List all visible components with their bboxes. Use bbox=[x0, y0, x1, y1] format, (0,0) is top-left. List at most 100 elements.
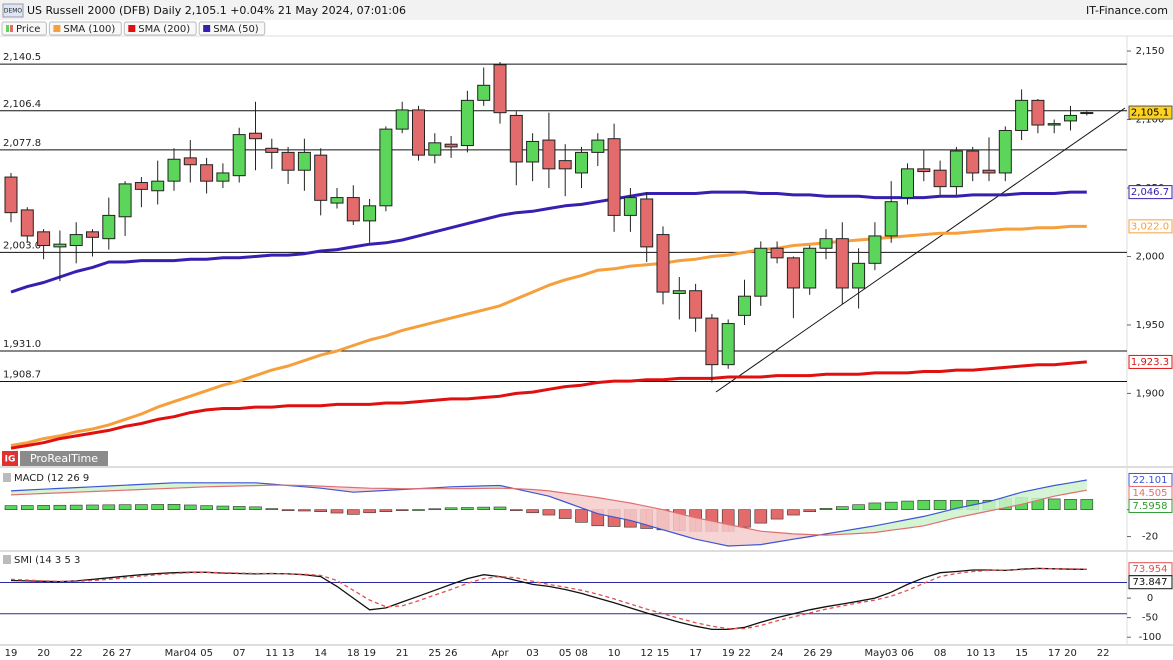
x-tick-label: 15 bbox=[657, 648, 670, 659]
macd-fill bbox=[190, 482, 207, 488]
x-tick-label: 26 bbox=[102, 648, 115, 659]
logo-name-box bbox=[20, 451, 108, 466]
candle-body bbox=[249, 132, 262, 140]
value-tag-box bbox=[1128, 354, 1173, 369]
value-tag: 7.5958 bbox=[1133, 501, 1168, 512]
x-tick-label: 06 bbox=[901, 648, 914, 659]
macd-fill bbox=[679, 513, 696, 540]
candle-body bbox=[591, 139, 605, 153]
value-tag: 2,105.1 bbox=[1131, 108, 1169, 119]
badge: DEMO bbox=[4, 8, 23, 15]
histogram-bar bbox=[509, 509, 523, 511]
y-tick-label: -100 bbox=[1139, 632, 1162, 643]
macd-fill bbox=[548, 490, 566, 503]
candle-body bbox=[183, 157, 197, 166]
candle-body bbox=[20, 209, 34, 237]
candle-body bbox=[819, 238, 833, 249]
smi-line bbox=[10, 567, 1087, 631]
x-tick-label: 22 bbox=[1097, 648, 1110, 659]
candle-body bbox=[542, 139, 556, 170]
candle-body bbox=[575, 151, 588, 174]
value-tag: 22.101 bbox=[1133, 475, 1168, 486]
legend-label: SMA (100) bbox=[63, 24, 115, 35]
macd-fill bbox=[793, 533, 810, 540]
histogram-bar bbox=[461, 507, 474, 510]
macd-fill bbox=[532, 489, 549, 497]
candle-body bbox=[265, 147, 279, 153]
logo-name: ProRealTime bbox=[30, 452, 98, 465]
legend-swatch bbox=[53, 25, 61, 32]
value-tag-box bbox=[1128, 105, 1173, 120]
histogram-bar bbox=[37, 505, 50, 510]
legend-box bbox=[48, 21, 122, 36]
x-tick-label: 08 bbox=[934, 648, 947, 659]
legend-label: Price bbox=[16, 24, 40, 35]
histogram-bar bbox=[787, 509, 800, 516]
macd-fill bbox=[1054, 482, 1071, 497]
legend-swatch bbox=[203, 25, 211, 32]
histogram-bar bbox=[281, 509, 295, 511]
candle-body bbox=[640, 198, 654, 248]
candle-body bbox=[917, 168, 931, 173]
panel-icon bbox=[3, 555, 11, 564]
candle-body bbox=[216, 172, 230, 182]
x-tick-label: 25 bbox=[428, 648, 441, 659]
macd-fill bbox=[663, 509, 680, 535]
candle-body bbox=[803, 247, 817, 289]
candle-body bbox=[868, 235, 882, 264]
candle-body bbox=[933, 169, 947, 188]
histogram-bar bbox=[118, 504, 132, 510]
candle-body bbox=[395, 109, 409, 130]
candle-body bbox=[346, 197, 360, 222]
histogram-bar bbox=[868, 502, 882, 510]
histogram-bar bbox=[314, 509, 328, 512]
x-tick-label: 22 bbox=[70, 648, 83, 659]
candle-body bbox=[1031, 99, 1045, 126]
x-tick-label: 14 bbox=[314, 648, 327, 659]
candle-body bbox=[526, 140, 540, 163]
level-label: 2,077.8 bbox=[3, 138, 41, 149]
macd-fill bbox=[141, 483, 158, 490]
logo-mark-box bbox=[2, 451, 18, 466]
y-tick-label: 2,100 bbox=[1136, 115, 1165, 126]
x-tick-label: 21 bbox=[396, 648, 409, 659]
macd-fill bbox=[1021, 488, 1038, 505]
histogram-bar bbox=[379, 509, 393, 512]
x-tick-label: May bbox=[865, 648, 886, 659]
histogram-bar bbox=[135, 504, 148, 510]
panel-title: MACD (12 26 9 bbox=[14, 473, 89, 484]
legend-label: SMA (50) bbox=[213, 24, 259, 35]
x-tick-label: 17 bbox=[689, 648, 702, 659]
macd-fill bbox=[695, 517, 712, 543]
x-tick-label: Apr bbox=[491, 648, 509, 659]
level-label: 1,931.0 bbox=[3, 339, 41, 350]
candle-body bbox=[460, 99, 474, 147]
histogram-bar bbox=[835, 506, 849, 510]
level-label: 2,140.5 bbox=[3, 52, 41, 63]
candle-body bbox=[901, 168, 914, 199]
macd-fill bbox=[108, 485, 126, 491]
y-tick-label: 2,000 bbox=[1136, 251, 1165, 262]
x-tick-label: 29 bbox=[820, 648, 833, 659]
header-bar bbox=[0, 0, 1173, 20]
macd-fill bbox=[337, 486, 354, 493]
candle-body bbox=[949, 150, 963, 188]
candle-body bbox=[330, 197, 344, 204]
candle-body bbox=[656, 234, 670, 293]
macd-fill bbox=[174, 482, 191, 489]
histogram-bar bbox=[477, 506, 491, 510]
candle-body bbox=[884, 201, 898, 237]
candle-body bbox=[1064, 114, 1077, 122]
histogram-bar bbox=[363, 509, 376, 514]
candle-body bbox=[966, 150, 980, 174]
value-tag: 73.847 bbox=[1133, 577, 1168, 588]
histogram-bar bbox=[265, 508, 279, 510]
histogram-bar bbox=[558, 509, 572, 519]
y-tick-label: -20 bbox=[1142, 532, 1158, 543]
histogram-bar bbox=[412, 509, 425, 511]
histogram-bar bbox=[346, 509, 360, 515]
candle-body bbox=[835, 238, 849, 289]
candle-body bbox=[37, 231, 51, 247]
candle-body bbox=[363, 205, 377, 222]
